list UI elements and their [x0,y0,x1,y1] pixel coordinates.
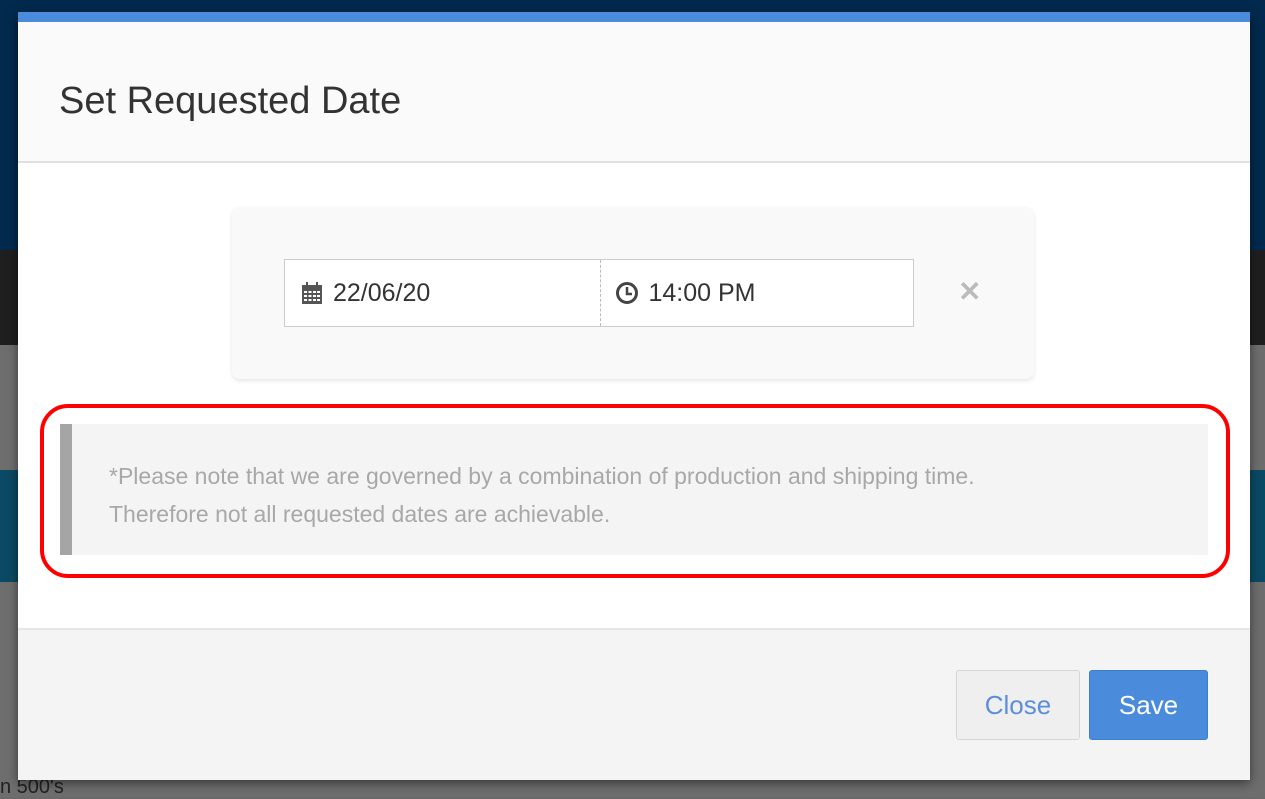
save-button[interactable]: Save [1089,670,1208,740]
time-value: 14:00 PM [648,278,756,307]
time-input[interactable]: 14:00 PM [599,260,914,326]
date-time-picker: 22/06/20 14:00 PM [284,259,914,327]
date-input[interactable]: 22/06/20 [285,260,600,326]
note-line-1: *Please note that we are governed by a c… [109,463,975,489]
background-text: n 500's [0,776,64,798]
modal-accent-bar [18,12,1250,22]
date-note: *Please note that we are governed by a c… [60,424,1208,555]
modal-footer: Close Save [18,628,1250,780]
calendar-icon [301,281,323,305]
clear-date-button[interactable]: ✕ [958,276,982,307]
set-requested-date-modal: Set Requested Date 22/06/20 14:00 PM ✕ *… [18,12,1250,780]
date-time-card: 22/06/20 14:00 PM ✕ [232,207,1034,379]
clock-icon [615,281,639,305]
close-button[interactable]: Close [956,670,1080,740]
date-value: 22/06/20 [333,278,431,307]
modal-header: Set Requested Date [18,22,1250,163]
highlight-annotation [40,404,1230,578]
modal-title: Set Requested Date [59,80,402,122]
note-line-2: Therefore not all requested dates are ac… [109,501,611,527]
